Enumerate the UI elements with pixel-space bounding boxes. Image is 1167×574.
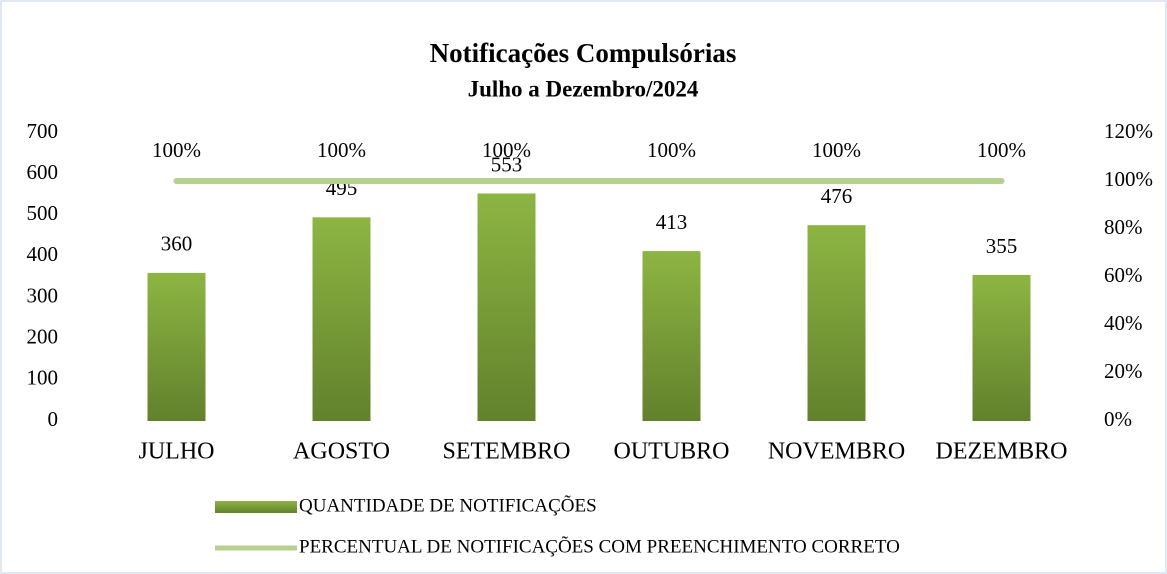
bar bbox=[642, 251, 701, 421]
data-label: 553 bbox=[491, 152, 523, 176]
chart-subtitle: Julho a Dezembro/2024 bbox=[468, 76, 699, 101]
x-tick-label: SETEMBRO bbox=[442, 439, 570, 465]
y-tick-label: 300 bbox=[27, 283, 59, 307]
y2-tick-label: 80% bbox=[1104, 215, 1143, 239]
y-tick-label: 0 bbox=[48, 407, 59, 431]
bar bbox=[147, 272, 206, 421]
y2-tick-label: 40% bbox=[1104, 311, 1143, 335]
x-tick-label: NOVEMBRO bbox=[768, 439, 905, 465]
y2-tick-label: 100% bbox=[1104, 167, 1153, 191]
legend-label: QUANTIDADE DE NOTIFICAÇÕES bbox=[299, 494, 597, 516]
legend-label: PERCENTUAL DE NOTIFICAÇÕES COM PREENCHIM… bbox=[299, 535, 900, 557]
x-tick-label: OUTUBRO bbox=[613, 439, 729, 465]
data-label: 100% bbox=[647, 138, 696, 162]
bar bbox=[312, 217, 371, 421]
data-label: 413 bbox=[656, 210, 688, 234]
x-tick-label: DEZEMBRO bbox=[936, 439, 1068, 465]
chart-title: Notificações Compulsórias bbox=[430, 38, 737, 68]
data-label: 100% bbox=[152, 138, 201, 162]
data-label: 100% bbox=[977, 138, 1026, 162]
data-label: 100% bbox=[482, 138, 531, 162]
y-tick-label: 600 bbox=[27, 160, 59, 184]
bar bbox=[807, 225, 866, 421]
y2-tick-label: 120% bbox=[1104, 119, 1153, 143]
data-label: 476 bbox=[821, 184, 853, 208]
y2-tick-label: 0% bbox=[1104, 407, 1132, 431]
bar bbox=[972, 274, 1031, 421]
y-tick-label: 100 bbox=[27, 366, 59, 390]
data-label: 355 bbox=[986, 234, 1018, 258]
x-tick-label: JULHO bbox=[139, 439, 215, 465]
y-tick-label: 400 bbox=[27, 242, 59, 266]
legend-swatch bbox=[215, 501, 297, 513]
bar bbox=[477, 193, 536, 421]
y2-tick-label: 60% bbox=[1104, 263, 1143, 287]
x-tick-label: AGOSTO bbox=[293, 439, 390, 465]
y-tick-label: 700 bbox=[27, 119, 59, 143]
y2-tick-label: 20% bbox=[1104, 359, 1143, 383]
data-label: 100% bbox=[317, 138, 366, 162]
y-tick-label: 200 bbox=[27, 325, 59, 349]
y-tick-label: 500 bbox=[27, 201, 59, 225]
data-label: 100% bbox=[812, 138, 861, 162]
data-label: 360 bbox=[161, 232, 193, 256]
